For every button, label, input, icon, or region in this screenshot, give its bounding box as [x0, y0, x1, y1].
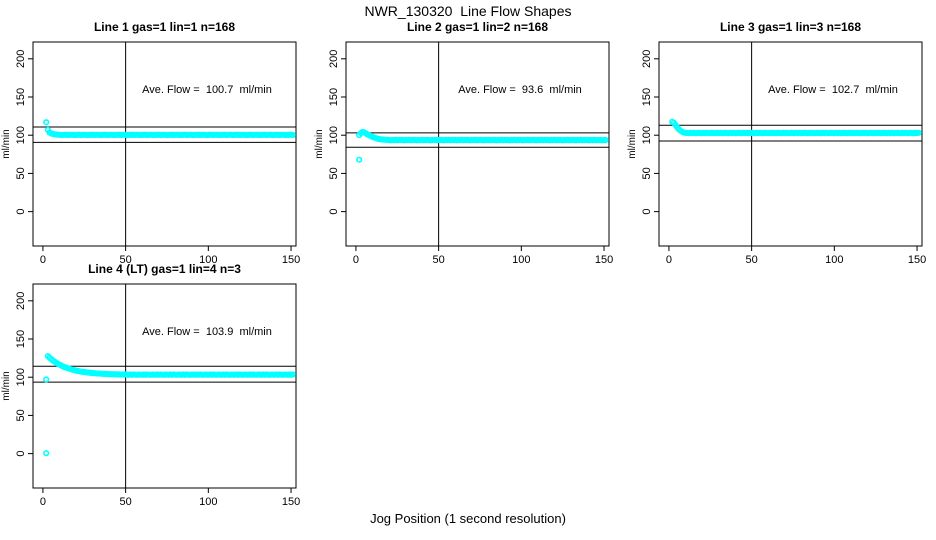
- y-tick-label: 200: [641, 50, 653, 68]
- y-tick-label: 50: [15, 167, 27, 179]
- y-tick-label: 0: [15, 209, 27, 215]
- y-tick-label: 100: [15, 126, 27, 144]
- y-axis-label: ml/min: [1, 371, 12, 400]
- x-tick-label: 100: [199, 254, 217, 266]
- y-tick-label: 200: [328, 50, 340, 68]
- data-point: [43, 376, 50, 383]
- y-tick-label: 50: [328, 167, 340, 179]
- y-tick-label: 100: [641, 126, 653, 144]
- plot-area-line-4: 0 50 100 150 200 0 50 100 150 ml/min: [1, 283, 300, 508]
- y-tick-label: 150: [328, 88, 340, 106]
- x-tick-label: 100: [199, 496, 217, 508]
- panel-line-4: Line 4 (LT) gas=1 lin=4 n=3 0 50 100 150 200…: [0, 260, 313, 512]
- plot-box: [32, 41, 297, 247]
- ave-flow-annotation-line-4: Ave. Flow = 103.9 ml/min: [142, 326, 272, 338]
- data-point: [602, 136, 609, 144]
- ave-flow-annotation-line-1: Ave. Flow = 100.7 ml/min: [142, 84, 272, 96]
- main-title: NWR_130320 Line Flow Shapes: [364, 3, 572, 19]
- x-tick-label: 150: [282, 254, 300, 266]
- y-tick-label: 150: [15, 88, 27, 106]
- x-tick-label: 50: [433, 254, 445, 266]
- x-tick-label: 0: [353, 254, 359, 266]
- plot-box: [32, 283, 297, 489]
- x-tick-label: 0: [40, 496, 46, 508]
- ave-flow-annotation-line-3: Ave. Flow = 102.7 ml/min: [768, 84, 898, 96]
- y-axis-label: ml/min: [1, 129, 12, 158]
- data-point: [43, 450, 50, 457]
- y-tick-label: 0: [328, 209, 340, 215]
- y-tick-label: 200: [15, 292, 27, 310]
- y-axis-label: ml/min: [314, 129, 325, 158]
- y-axis-label: ml/min: [627, 129, 638, 158]
- data-point: [915, 129, 922, 136]
- y-tick-label: 50: [15, 409, 27, 421]
- panel-line-2: Line 2 gas=1 lin=2 n=168 0 50 100 150 200 0 50…: [313, 18, 626, 270]
- plot-box: [658, 41, 923, 247]
- data-point: [356, 156, 363, 163]
- x-tick-label: 50: [120, 496, 132, 508]
- plot-area-line-2: 0 50 100 150 200 0 50 100 150 ml/min: [314, 41, 613, 266]
- y-tick-label: 150: [641, 88, 653, 106]
- panel-title-line-4: Line 4 (LT) gas=1 lin=4 n=3: [88, 262, 241, 276]
- data-point: [289, 131, 296, 139]
- y-tick-label: 50: [641, 167, 653, 179]
- panel-line-3: Line 3 gas=1 lin=3 n=168 0 50 100 150 200 0 50…: [626, 18, 936, 270]
- x-axis-label: Jog Position (1 second resolution): [370, 511, 566, 526]
- y-tick-label: 100: [328, 126, 340, 144]
- plot-area-line-1: 0 50 100 150 200 0 50 100 150 ml/min: [1, 41, 300, 266]
- y-tick-label: 0: [641, 209, 653, 215]
- panel-title-line-3: Line 3 gas=1 lin=3 n=168: [719, 20, 862, 34]
- plot-area-line-3: 0 50 100 150 200 0 50 100 150 ml/min: [627, 41, 926, 266]
- x-tick-label: 50: [746, 254, 758, 266]
- panel-title-line-2: Line 2 gas=1 lin=2 n=168: [406, 20, 549, 34]
- x-tick-label: 100: [512, 254, 530, 266]
- panel-line-1: Line 1 gas=1 lin=1 n=168 0 50 100 150 200 0 50…: [0, 18, 313, 270]
- x-tick-label: 150: [282, 496, 300, 508]
- y-tick-label: 100: [15, 368, 27, 386]
- plot-box: [345, 41, 610, 247]
- x-tick-label: 0: [666, 254, 672, 266]
- ave-flow-annotation-line-2: Ave. Flow = 93.6 ml/min: [458, 84, 582, 96]
- y-tick-label: 0: [15, 451, 27, 457]
- x-tick-label: 150: [908, 254, 926, 266]
- x-tick-label: 0: [40, 254, 46, 266]
- y-tick-label: 150: [15, 330, 27, 348]
- y-tick-label: 200: [15, 50, 27, 68]
- x-tick-label: 50: [120, 254, 132, 266]
- x-tick-label: 150: [595, 254, 613, 266]
- x-tick-label: 100: [825, 254, 843, 266]
- panel-title-line-1: Line 1 gas=1 lin=1 n=168: [93, 20, 236, 34]
- data-point: [43, 119, 50, 126]
- data-point: [289, 371, 296, 378]
